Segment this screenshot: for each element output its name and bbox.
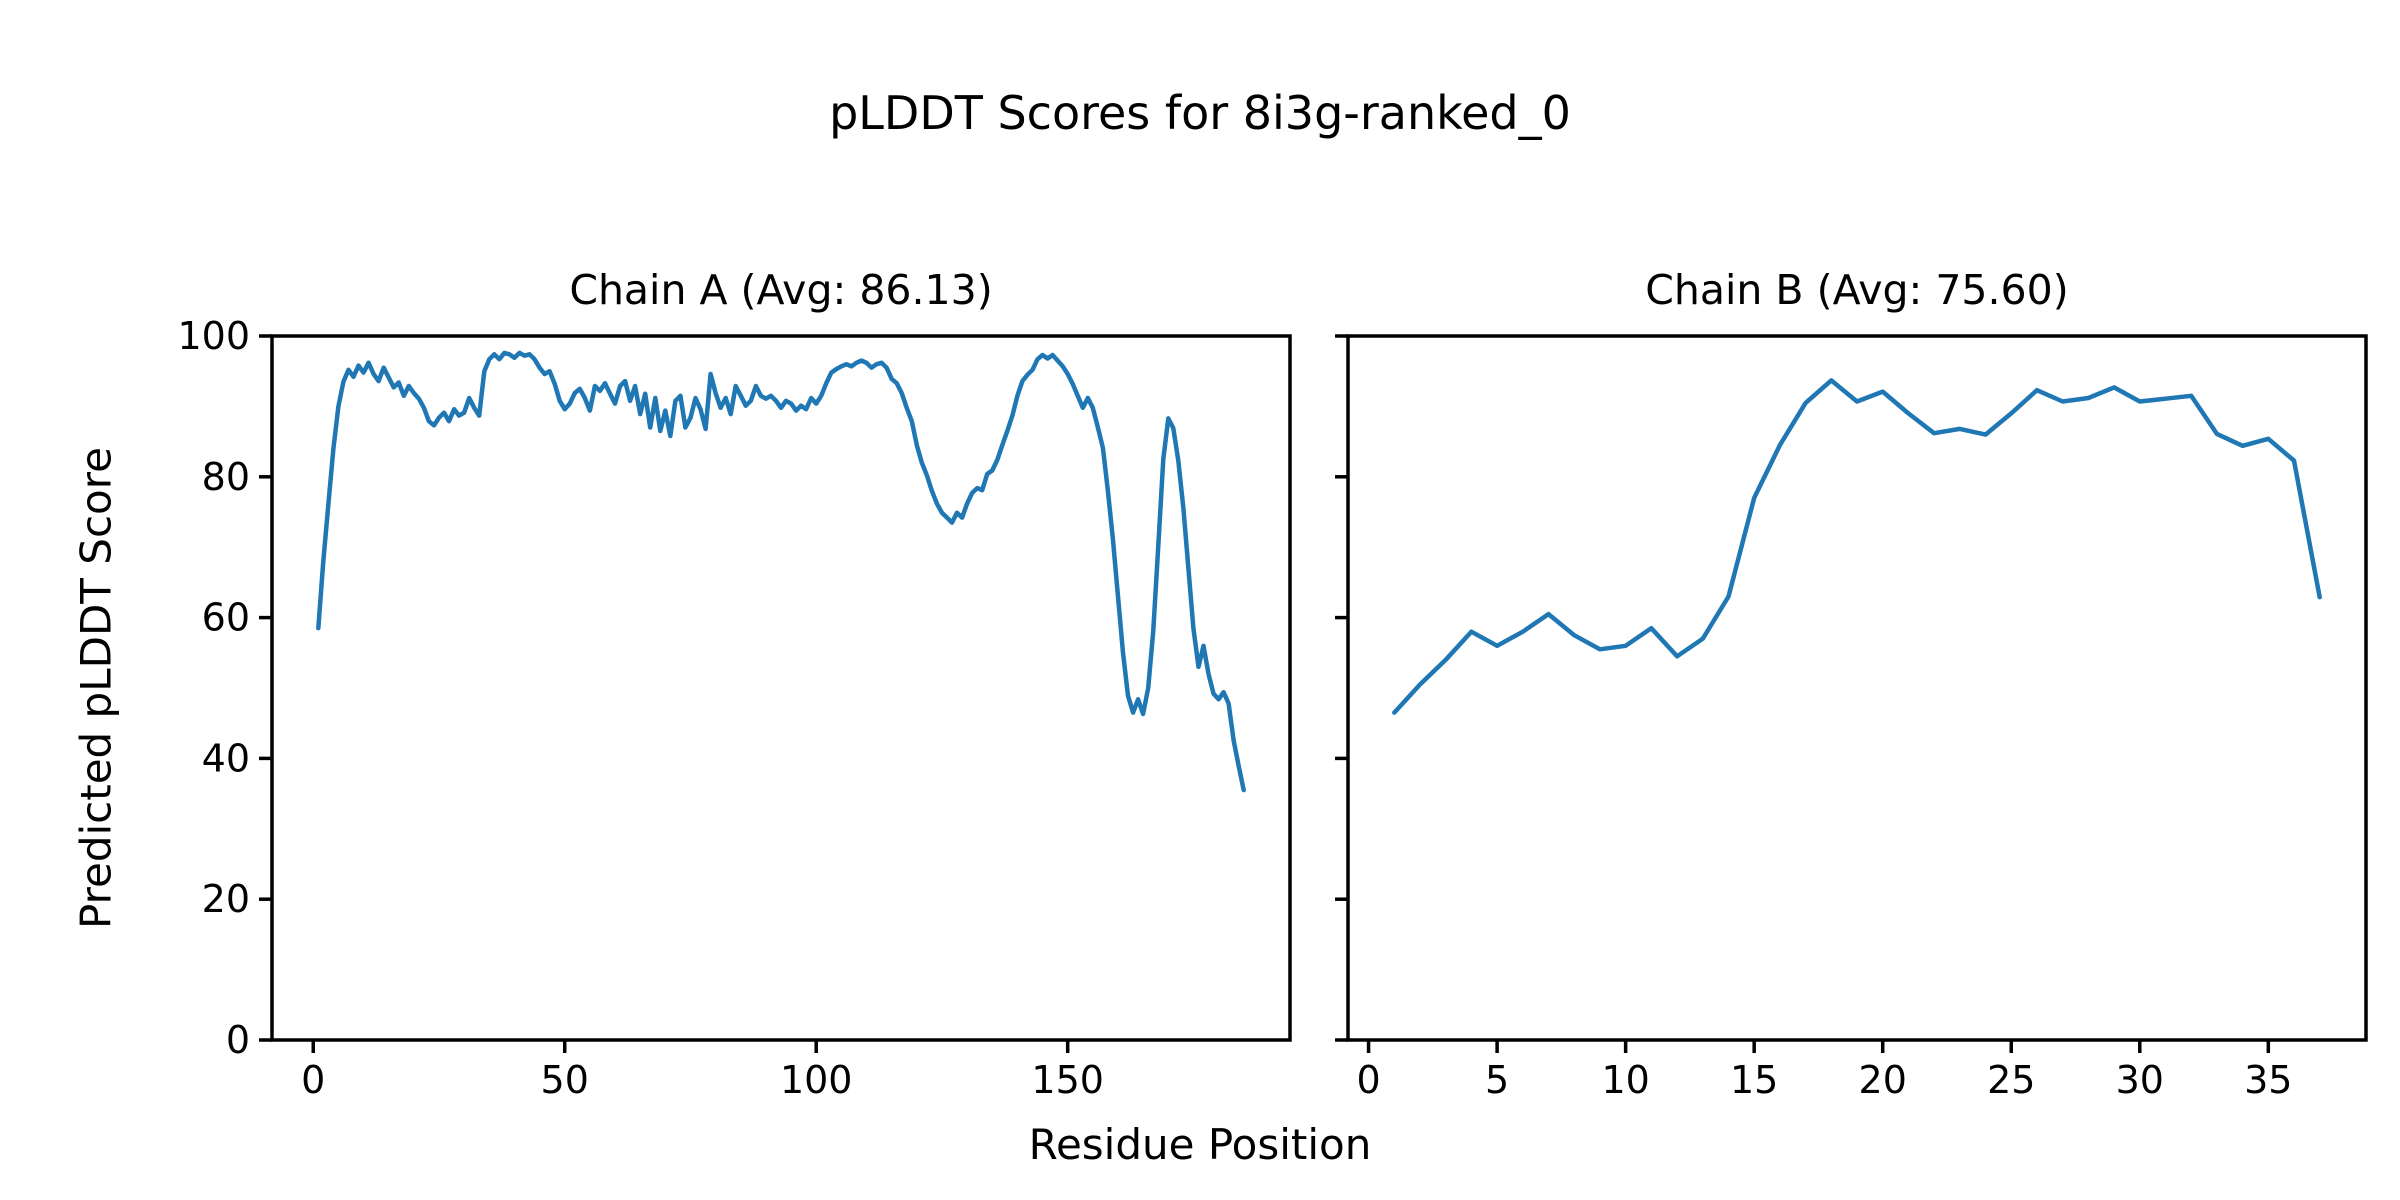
x-tick-label: 150 — [1031, 1058, 1104, 1102]
x-tick-label: 5 — [1485, 1058, 1509, 1102]
x-tick-label: 10 — [1601, 1058, 1649, 1102]
x-tick-label: 20 — [1859, 1058, 1907, 1102]
figure-title: pLDDT Scores for 8i3g-ranked_0 — [829, 86, 1571, 140]
y-tick-label: 40 — [202, 736, 250, 780]
y-tick-label: 0 — [226, 1018, 250, 1062]
subplot-b-spines — [1346, 334, 2368, 1042]
y-tick-label: 80 — [202, 455, 250, 499]
subplot-a-spines — [270, 334, 1292, 1042]
x-tick-label: 100 — [780, 1058, 853, 1102]
x-tick-label: 30 — [2116, 1058, 2164, 1102]
subplot-a-title: Chain A (Avg: 86.13) — [569, 266, 993, 314]
x-tick-label: 35 — [2244, 1058, 2292, 1102]
plddt-line-chain-b — [1392, 378, 2322, 715]
x-tick-label: 15 — [1730, 1058, 1778, 1102]
x-tick-label: 25 — [1987, 1058, 2035, 1102]
x-tick-label: 50 — [541, 1058, 589, 1102]
subplot-b-title: Chain B (Avg: 75.60) — [1645, 266, 2069, 314]
y-tick-label: 20 — [202, 877, 250, 921]
y-tick-label: 60 — [202, 596, 250, 640]
x-tick-label: 0 — [301, 1058, 325, 1102]
y-tick-label: 100 — [177, 314, 250, 358]
x-tick-label: 0 — [1356, 1058, 1380, 1102]
plddt-line-chain-a — [316, 350, 1246, 793]
x-axis-label: Residue Position — [1028, 1120, 1372, 1169]
